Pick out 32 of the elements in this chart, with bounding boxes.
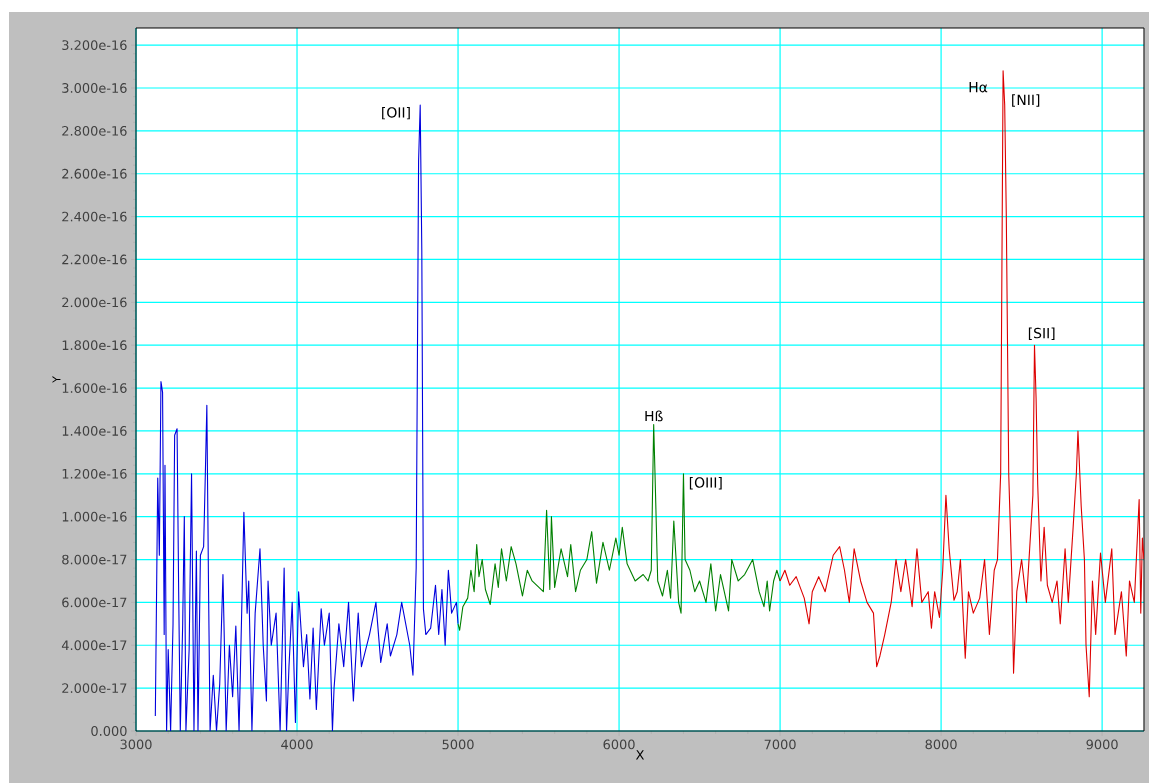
annotation: [OII]: [382, 106, 410, 120]
y-tick-label: 1.000e-16: [62, 511, 127, 522]
x-tick-label: 9000: [1086, 739, 1118, 750]
y-tick-label: 1.600e-16: [62, 383, 127, 393]
y-tick-label: 8.000e-17: [62, 554, 127, 565]
y-tick-label: 2.600e-16: [62, 168, 127, 179]
annotation: [SII]: [1028, 327, 1055, 341]
x-tick-label: 7000: [764, 739, 796, 750]
annotation: [NII]: [1012, 94, 1040, 107]
x-tick-label: 8000: [925, 739, 957, 750]
y-tick-label: 0.000: [91, 726, 127, 736]
x-tick-label: 5000: [442, 739, 474, 750]
y-axis-title: Y: [52, 376, 61, 383]
annotation: Hß: [645, 410, 663, 422]
y-tick-label: 2.200e-16: [62, 254, 127, 265]
x-axis-title: X: [635, 750, 645, 760]
annotation: [OIII]: [689, 477, 722, 490]
y-tick-label: 3.000e-16: [62, 83, 127, 93]
y-tick-label: 3.200e-16: [62, 40, 127, 51]
y-tick-label: 1.200e-16: [62, 468, 127, 479]
annotation: Hα: [969, 82, 988, 93]
x-tick-label: 6000: [603, 739, 635, 750]
x-tick-label: 4000: [281, 739, 313, 750]
x-tick-label: 3000: [120, 739, 152, 750]
y-tick-label: 1.800e-16: [62, 340, 127, 351]
y-tick-label: 2.000e-16: [62, 297, 127, 308]
y-tick-label: 2.000e-17: [62, 683, 127, 694]
y-tick-label: 2.800e-16: [62, 125, 127, 136]
y-tick-label: 4.000e-17: [61, 640, 127, 651]
y-tick-label: 1.400e-16: [62, 426, 127, 436]
y-tick-label: 6.000e-17: [62, 597, 127, 608]
y-tick-label: 2.400e-16: [62, 211, 127, 222]
